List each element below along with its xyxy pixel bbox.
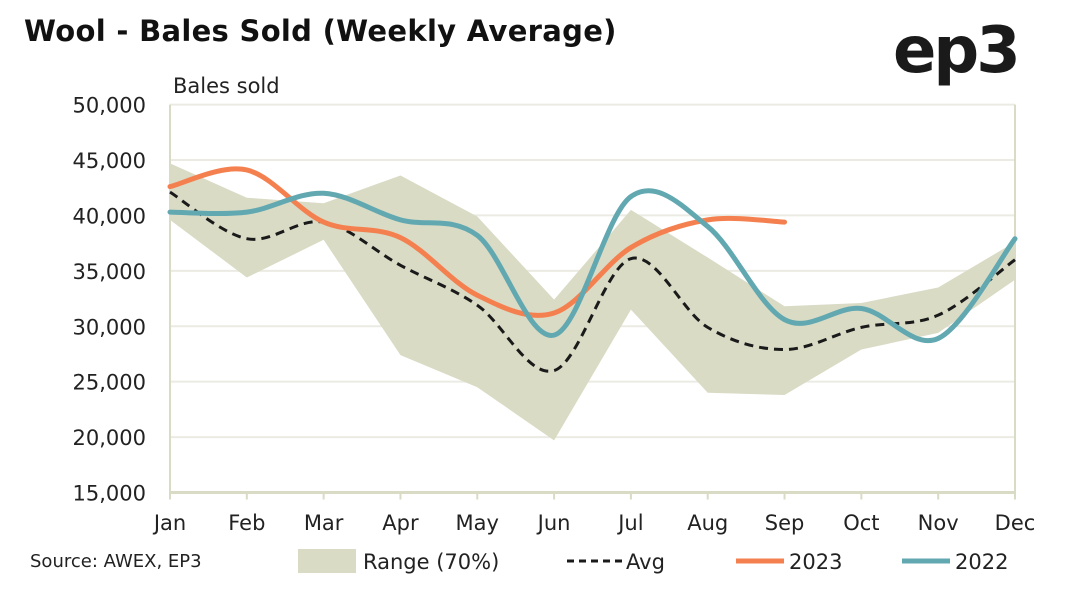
y-tick-label: 35,000	[73, 260, 146, 284]
x-tick-label: Feb	[228, 511, 265, 535]
legend-label-range: Range (70%)	[363, 550, 499, 574]
y-tick-label: 45,000	[73, 149, 146, 173]
y-tick-label: 15,000	[73, 482, 146, 506]
source-note: Source: AWEX, EP3	[30, 551, 202, 572]
y-tick-label: 20,000	[73, 426, 146, 450]
chart-title: Wool - Bales Sold (Weekly Average)	[24, 14, 617, 48]
y-axis-label: Bales sold	[173, 74, 280, 98]
legend-label-avg: Avg	[626, 550, 665, 574]
x-tick-label: Jun	[536, 511, 571, 535]
x-tick-label: May	[456, 511, 499, 535]
series-2022-line	[167, 188, 1018, 343]
x-tick-label: Sep	[765, 511, 805, 535]
ep3-logo: ep3	[893, 14, 1021, 88]
legend-swatch-range	[298, 549, 356, 573]
x-tick-label: Jan	[152, 511, 186, 535]
x-tick-label: Jul	[616, 511, 643, 535]
series-2023-line	[167, 166, 788, 318]
y-tick-label: 50,000	[73, 94, 146, 118]
x-tick-label: Mar	[304, 511, 344, 535]
x-tick-label: Nov	[918, 511, 959, 535]
x-tick-label: Aug	[687, 511, 728, 535]
y-tick-label: 40,000	[73, 204, 146, 228]
x-tick-label: Dec	[995, 511, 1036, 535]
legend-label-2023: 2023	[789, 550, 842, 574]
x-tick-label: Apr	[382, 511, 419, 535]
x-tick-label: Oct	[843, 511, 879, 535]
legend-label-2022: 2022	[955, 550, 1008, 574]
y-tick-label: 25,000	[73, 371, 146, 395]
y-tick-label: 30,000	[73, 315, 146, 339]
